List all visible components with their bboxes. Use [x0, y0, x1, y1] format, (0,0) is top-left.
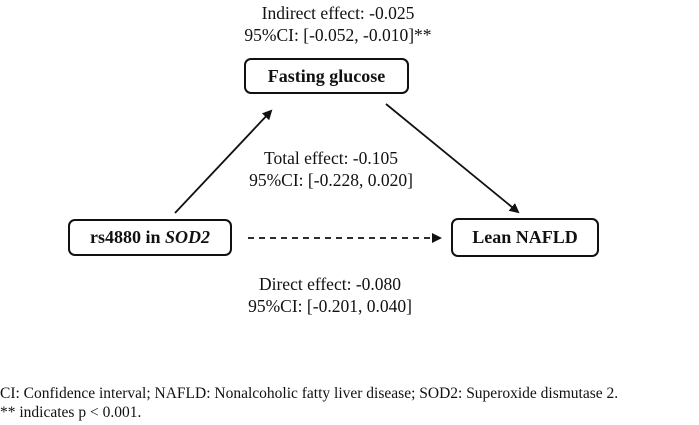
- mediator-label: Fasting glucose: [267, 65, 386, 86]
- arrow-mediator-to-outcome: [385, 103, 520, 214]
- outcome-label: Lean NAFLD: [472, 227, 578, 247]
- exposure-label-prefix: rs4880 in: [89, 227, 165, 247]
- exposure-gene-label: SOD2: [165, 227, 211, 247]
- significance-footnote: ** indicates p < 0.001.: [0, 404, 142, 421]
- exposure-box: rs4880 in SOD2: [68, 219, 232, 256]
- total-effect-ci: 95%CI: [-0.228, 0.020]: [249, 170, 413, 190]
- mediator-box: Fasting glucose: [244, 58, 409, 94]
- indirect-effect-label: Indirect effect: -0.025: [261, 3, 415, 23]
- abbreviations-footnote: CI: Confidence interval; NAFLD: Nonalcoh…: [0, 385, 619, 402]
- direct-effect-ci: 95%CI: [-0.201, 0.040]: [248, 296, 412, 316]
- arrow-exposure-to-mediator: [174, 109, 273, 214]
- total-effect-label: Total effect: -0.105: [263, 148, 399, 168]
- outcome-box: Lean NAFLD: [451, 218, 599, 257]
- direct-effect-label: Direct effect: -0.080: [258, 274, 402, 294]
- indirect-effect-ci: 95%CI: [-0.052, -0.010]**: [244, 25, 432, 45]
